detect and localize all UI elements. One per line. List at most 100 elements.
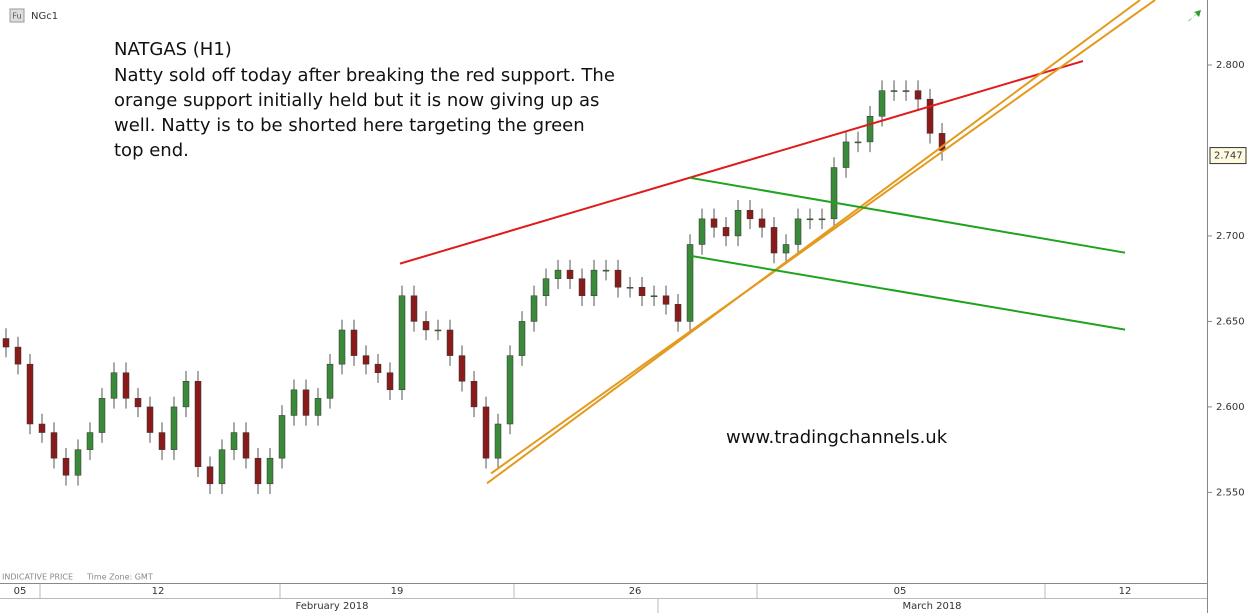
candle-body	[314, 398, 322, 416]
annotation-line: orange support initially held but it is …	[114, 90, 599, 111]
x-tick-label: 05	[14, 586, 27, 597]
candle-body	[146, 406, 154, 433]
candle-body	[422, 321, 430, 331]
x-tick-label: 19	[391, 586, 404, 597]
week-separators	[39, 584, 1046, 613]
candle-body	[854, 141, 862, 144]
candle-body	[86, 432, 94, 450]
candle-body	[290, 389, 298, 416]
candle-body	[542, 278, 550, 297]
candle-body	[158, 432, 166, 450]
candle-body	[410, 295, 418, 322]
y-tick-label: 2.700	[1216, 231, 1245, 242]
candle-body	[218, 449, 226, 485]
trend-line	[399, 60, 1084, 265]
candle-body	[506, 355, 514, 425]
footer-timezone: Time Zone: GMT	[86, 573, 153, 582]
candle-body	[746, 210, 754, 220]
x-tick-label: 12	[1119, 586, 1132, 597]
candle-body	[50, 432, 58, 459]
watermark: www.tradingchannels.uk	[726, 427, 948, 448]
candle-body	[470, 381, 478, 408]
candle-body	[362, 355, 370, 365]
candle-body	[566, 269, 574, 279]
candle-body	[110, 372, 118, 399]
candle-body	[578, 278, 586, 297]
plot-area	[2, 0, 1156, 495]
candle-body	[62, 457, 70, 476]
candle-body	[170, 406, 178, 450]
candle-body	[26, 363, 34, 425]
candle-body	[722, 227, 730, 237]
candle-body	[374, 363, 382, 373]
trend-line	[689, 254, 1126, 331]
y-tick-label: 2.550	[1216, 487, 1245, 498]
candle-body	[254, 457, 262, 485]
candle-body	[590, 269, 598, 297]
candle-body	[14, 346, 22, 365]
candle-body	[770, 227, 778, 254]
candle-body	[38, 423, 46, 433]
candle-body	[698, 218, 706, 245]
candle-body	[278, 415, 286, 459]
annotation-line: top end.	[114, 140, 189, 161]
symbol-icon-text: Fu	[12, 12, 21, 21]
candle-body	[782, 244, 790, 254]
candle-body	[350, 329, 358, 356]
candle-body	[530, 295, 538, 322]
candle-body	[122, 372, 130, 399]
candle-body	[926, 98, 934, 134]
candle-body	[650, 295, 658, 298]
candle-body	[518, 321, 526, 356]
y-tick-label: 2.800	[1216, 60, 1245, 71]
symbol-icon[interactable]	[9, 8, 25, 23]
y-tick-label: 2.600	[1216, 402, 1245, 413]
candle-body	[806, 218, 814, 221]
footer-price: INDICATIVE PRICE	[2, 573, 73, 582]
candle-body	[2, 338, 10, 348]
candle-body	[830, 167, 838, 220]
candle-body	[194, 381, 202, 467]
candle-body	[890, 90, 898, 92]
candle-body	[674, 304, 682, 322]
annotation-title: NATGAS (H1)	[114, 39, 232, 60]
candle-body	[98, 398, 106, 433]
candle-body	[386, 372, 394, 391]
candle-body	[686, 244, 694, 322]
candle-body	[302, 389, 310, 416]
candle-body	[638, 286, 646, 297]
trend-line	[689, 176, 1126, 254]
candle-body	[878, 90, 886, 117]
candle-body	[902, 90, 910, 92]
y-tick-label: 2.650	[1216, 316, 1245, 327]
x-tick-label: 26	[629, 586, 642, 597]
symbol[interactable]: NGc1	[31, 11, 58, 22]
candle-body	[458, 355, 466, 382]
candle-body	[494, 423, 502, 459]
candle-body	[230, 432, 238, 450]
x-tick-label: 05	[894, 586, 907, 597]
candle-body	[866, 116, 874, 143]
candle-body	[398, 295, 406, 391]
trend-line	[490, 0, 1156, 475]
candle-body	[206, 466, 214, 485]
candle-body	[734, 210, 742, 237]
candle-body	[818, 218, 826, 221]
last-price-label: 2.747	[1214, 151, 1243, 162]
candle-body	[626, 286, 634, 289]
candle-body	[794, 218, 802, 245]
annotation-line: Natty sold off today after breaking the …	[114, 65, 615, 86]
candle-body	[914, 90, 922, 100]
candle-body	[446, 329, 454, 356]
candle-body	[182, 381, 190, 408]
annotation-line: well. Natty is to be shorted here target…	[114, 115, 585, 136]
month-label: February 2018	[296, 601, 369, 612]
candle-body	[758, 218, 766, 228]
candle-body	[938, 133, 946, 151]
candle-body	[326, 363, 334, 399]
candle-body	[602, 269, 610, 272]
candle-body	[266, 457, 274, 485]
candle-body	[242, 432, 250, 459]
